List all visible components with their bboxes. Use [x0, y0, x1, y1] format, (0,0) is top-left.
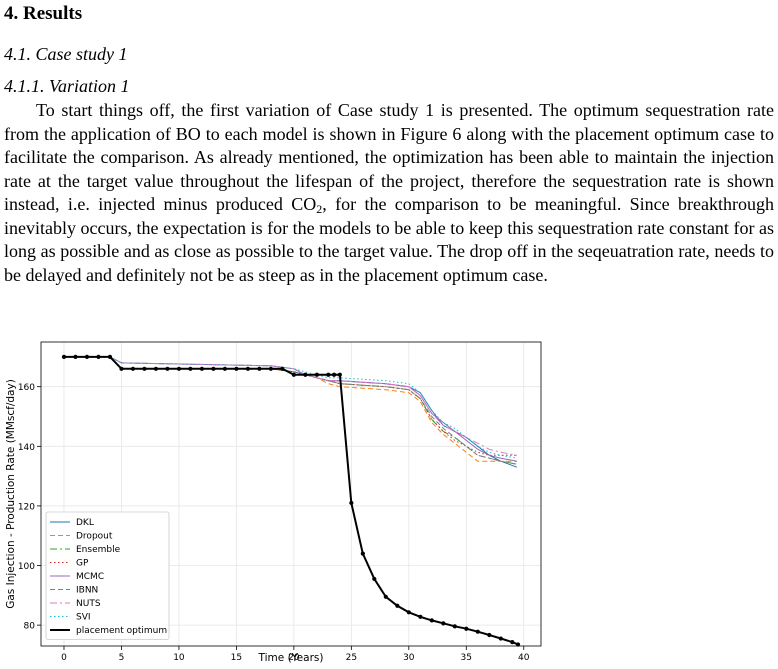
placement-optimum-point [84, 354, 90, 360]
placement-optimum-point [332, 372, 337, 377]
y-tick-label: 80 [24, 622, 36, 632]
y-tick-label: 160 [18, 383, 35, 393]
legend-label: placement optimum [76, 626, 167, 636]
legend-label: GP [76, 559, 89, 569]
placement-optimum-point [515, 642, 521, 647]
placement-optimum-point [268, 366, 273, 371]
placement-optimum-point [429, 618, 434, 623]
x-tick-label: 30 [403, 653, 415, 663]
legend-label: MCMC [76, 572, 104, 582]
x-tick-label: 20 [288, 653, 300, 663]
x-axis-label: Time (Years) [258, 652, 324, 664]
placement-optimum-point [475, 629, 480, 634]
placement-optimum-point [487, 632, 492, 638]
placement-optimum-point [222, 366, 228, 371]
series-line-gp [64, 356, 517, 456]
subsubsection-title: Variation 1 [49, 76, 130, 96]
placement-optimum-point [280, 366, 285, 371]
subsection-heading: 4.1. Case study 1 [4, 44, 128, 65]
series-group [61, 354, 521, 647]
results-figure: 0 5 10 15 20 25 30 35 40 80 100 120 140 160 DKL Dropou… [5, 341, 542, 664]
placement-optimum-point [211, 366, 216, 371]
section-heading: 4. Results [4, 3, 82, 25]
paragraph-text-part1: To start things off, the first variation… [4, 100, 774, 214]
placement-optimum-point [61, 354, 67, 360]
placement-optimum-point [245, 366, 250, 371]
legend-label: Ensemble [76, 545, 121, 555]
subsubsection-heading: 4.1.1. Variation 1 [4, 76, 130, 97]
placement-optimum-point [303, 372, 308, 377]
legend-label: DKL [76, 518, 94, 528]
placement-optimum-point [291, 372, 296, 377]
section-number: 4. [4, 3, 19, 24]
legend-label: SVI [76, 613, 91, 623]
legend-box [45, 511, 170, 640]
y-tick-label: 120 [18, 502, 35, 512]
placement-optimum-point [314, 372, 319, 377]
legend-label: NUTS [76, 599, 101, 609]
series-line-dropout [64, 356, 517, 462]
placement-optimum-point [360, 551, 365, 556]
placement-optimum-point [165, 366, 170, 371]
placement-optimum-point [130, 366, 136, 371]
x-tick-label: 10 [173, 653, 185, 663]
subsection-number: 4.1. [4, 44, 31, 64]
placement-optimum-point [464, 626, 469, 631]
subsection-title: Case study 1 [35, 44, 128, 64]
placement-optimum-point [73, 354, 78, 360]
x-tick-label: 35 [461, 653, 472, 663]
y-tick-label: 100 [18, 562, 35, 572]
subsubsection-number: 4.1.1. [4, 76, 45, 96]
placement-optimum-point [119, 366, 124, 371]
placement-optimum-point [257, 366, 262, 371]
placement-optimum-point [188, 366, 193, 371]
body-paragraph: To start things off, the first variation… [4, 99, 774, 287]
section-title: Results [23, 3, 83, 24]
legend-label: Dropout [76, 532, 113, 542]
placement-optimum-point [142, 366, 147, 371]
x-tick-label: 25 [346, 653, 357, 663]
placement-optimum-point [498, 636, 503, 641]
placement-optimum-point [372, 576, 377, 582]
x-tick-label: 0 [61, 653, 67, 663]
paragraph-subscript: 2 [316, 202, 323, 216]
placement-optimum-point [441, 621, 446, 626]
placement-optimum-point [176, 366, 182, 371]
series-line-nuts [64, 356, 517, 456]
placement-optimum-point [337, 372, 342, 377]
paragraph-text-part2: , for the comparison to be meaningful. S… [4, 194, 774, 285]
x-tick-label: 5 [119, 653, 125, 663]
placement-optimum-point [199, 366, 205, 371]
placement-optimum-point [452, 624, 457, 629]
placement-optimum-point [234, 366, 239, 371]
legend-label: IBNN [76, 586, 98, 596]
y-axis-label: Gas Injection - Production Rate (MMscf/d… [5, 379, 17, 609]
placement-optimum-point [383, 594, 388, 599]
placement-optimum-point [510, 640, 515, 645]
axis-ticks: 0 5 10 15 20 25 30 35 40 80 100 120 140 160 [18, 383, 530, 663]
legend: DKL Dropout Ensemble GP MCMC IBNN NUTS SVI place… [45, 511, 170, 640]
placement-optimum-point [418, 614, 423, 619]
placement-optimum-point [326, 372, 331, 377]
x-tick-label: 40 [518, 653, 530, 663]
placement-optimum-point [395, 603, 400, 608]
placement-optimum-point [406, 610, 411, 615]
placement-optimum-point [153, 366, 159, 371]
plot-frame [40, 341, 542, 647]
placement-optimum-point [349, 500, 354, 506]
x-tick-label: 15 [231, 653, 242, 663]
placement-optimum-point [107, 354, 113, 360]
y-tick-label: 140 [18, 443, 35, 453]
placement-optimum-point [96, 354, 101, 360]
